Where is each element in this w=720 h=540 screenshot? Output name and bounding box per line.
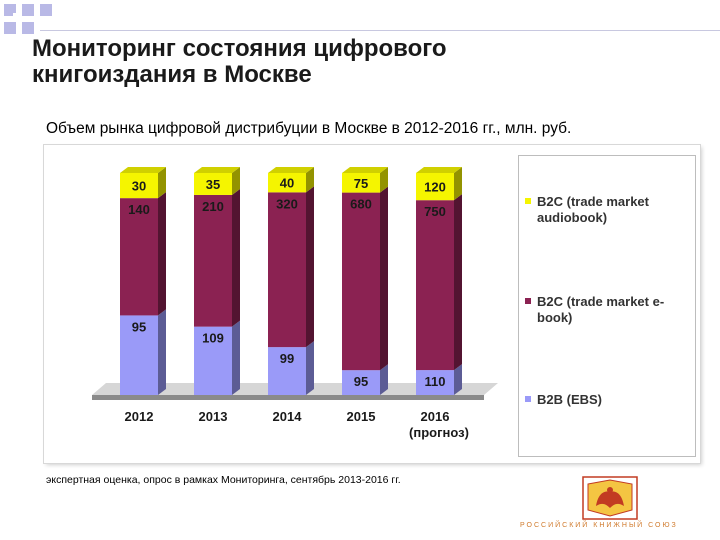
bar-side bbox=[158, 192, 166, 316]
data-label: 95 bbox=[354, 374, 368, 389]
bar-segment bbox=[342, 173, 380, 193]
x-tick-label: 2012 bbox=[125, 409, 154, 424]
bar-segment bbox=[194, 173, 232, 195]
bar-side bbox=[232, 320, 240, 395]
bar-side bbox=[232, 188, 240, 327]
legend-label-b2b: B2B (EBS) bbox=[537, 392, 603, 407]
bar-side bbox=[232, 167, 240, 195]
x-tick-label: 2014 bbox=[273, 409, 303, 424]
decor-square bbox=[22, 22, 34, 34]
bar-top bbox=[120, 167, 166, 173]
data-label: 75 bbox=[354, 176, 368, 191]
chart-legend: B2C (trade market audiobook) B2C (trade … bbox=[518, 155, 696, 457]
decor-square bbox=[22, 4, 34, 16]
bar-segment bbox=[342, 192, 380, 371]
legend-swatch-ebook bbox=[525, 298, 531, 304]
bar-top bbox=[416, 167, 462, 173]
data-label: 30 bbox=[132, 179, 146, 194]
legend-item-b2b: B2B (EBS) bbox=[525, 392, 693, 408]
legend-label-audiobook: B2C (trade market audiobook) bbox=[537, 194, 649, 225]
x-tick-label: 2015 bbox=[347, 409, 376, 424]
data-label: 120 bbox=[424, 180, 446, 195]
bar-top bbox=[268, 167, 314, 173]
bar-segment bbox=[416, 173, 454, 201]
data-label: 109 bbox=[202, 331, 224, 346]
bar-side bbox=[454, 364, 462, 395]
bar-segment bbox=[194, 194, 232, 327]
bar-side bbox=[380, 167, 388, 193]
chart-frame: 95 140 30 2012 109 210 35 2013 99 320 40 2014 95 680 7… bbox=[44, 145, 700, 463]
legend-swatch-audiobook bbox=[525, 198, 531, 204]
bar-top bbox=[194, 167, 240, 173]
slide-title: Мониторинг состояния цифрового книгоизда… bbox=[32, 35, 447, 88]
x-tick-label: 2016 bbox=[421, 409, 450, 424]
chart-floor-edge bbox=[92, 395, 484, 400]
bar-side bbox=[306, 341, 314, 395]
book-union-logo bbox=[582, 476, 638, 520]
data-label: 210 bbox=[202, 199, 224, 214]
bar-top bbox=[342, 167, 388, 173]
data-label: 680 bbox=[350, 197, 372, 212]
data-label: 750 bbox=[424, 204, 446, 219]
bar-side bbox=[306, 186, 314, 348]
decor-square bbox=[13, 13, 22, 22]
source-note: экспертная оценка, опрос в рамках Монито… bbox=[46, 474, 401, 486]
bar-segment bbox=[120, 198, 158, 316]
bar-segment bbox=[342, 370, 380, 395]
header-rule bbox=[40, 30, 720, 31]
legend-item-ebook: B2C (trade market e-book) bbox=[525, 294, 693, 326]
data-label: 35 bbox=[206, 177, 220, 192]
bar-segment bbox=[120, 173, 158, 199]
x-tick-label: 2013 bbox=[199, 409, 228, 424]
data-label: 320 bbox=[276, 196, 298, 211]
data-label: 110 bbox=[425, 374, 446, 389]
bar-segment bbox=[416, 200, 454, 371]
stacked-bar-chart: 95 140 30 2012 109 210 35 2013 99 320 40 2014 95 680 7… bbox=[92, 167, 498, 440]
bar-segment bbox=[120, 315, 158, 395]
logo-caption: РОССИЙСКИЙ КНИЖНЫЙ СОЮЗ bbox=[520, 522, 678, 529]
bar-side bbox=[158, 167, 166, 199]
bar-side bbox=[454, 167, 462, 201]
legend-item-audiobook: B2C (trade market audiobook) bbox=[525, 194, 693, 226]
bar-side bbox=[306, 167, 314, 193]
x-tick-sublabel: (прогноз) bbox=[409, 425, 469, 440]
bar-side bbox=[380, 186, 388, 371]
bar-side bbox=[380, 364, 388, 395]
bar-segment bbox=[194, 326, 232, 395]
bar-segment bbox=[268, 192, 306, 348]
data-label: 95 bbox=[132, 319, 146, 334]
bar-side bbox=[454, 194, 462, 371]
legend-label-ebook: B2C (trade market e-book) bbox=[537, 294, 665, 325]
chart-title: Объем рынка цифровой дистрибуции в Москв… bbox=[46, 120, 572, 137]
data-label: 40 bbox=[280, 176, 294, 191]
legend-swatch-b2b bbox=[525, 396, 531, 402]
data-label: 99 bbox=[280, 351, 294, 366]
bar-segment bbox=[268, 347, 306, 395]
data-label: 140 bbox=[128, 202, 150, 217]
bar-segment bbox=[416, 370, 454, 395]
decor-square bbox=[40, 4, 52, 16]
decor-square bbox=[4, 22, 16, 34]
decorative-squares bbox=[4, 4, 52, 34]
bar-side bbox=[158, 309, 166, 395]
bar-segment bbox=[268, 173, 306, 193]
